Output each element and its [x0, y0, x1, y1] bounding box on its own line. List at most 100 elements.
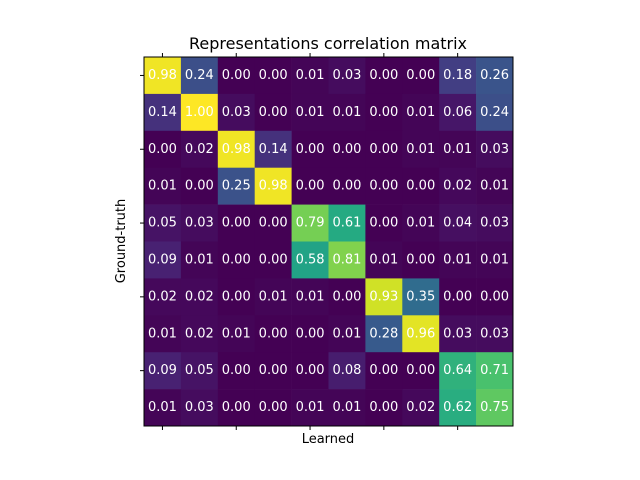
heatmap-cell-r6-c9 — [476, 278, 514, 316]
heatmap-cell-r3-c1 — [180, 167, 219, 205]
cell-label-r1-c3: 0.00 — [259, 105, 288, 120]
cell-label-r6-c2: 0.00 — [222, 289, 251, 304]
cell-label-r0-c5: 0.03 — [332, 68, 361, 83]
heatmap-cell-r4-c6 — [365, 204, 403, 242]
cell-label-r0-c8: 0.18 — [443, 68, 472, 83]
heatmap-cell-r3-c8 — [439, 167, 477, 205]
heatmap-cell-r7-c8 — [439, 315, 477, 353]
cell-label-r9-c9: 0.75 — [480, 400, 509, 415]
cell-label-r2-c9: 0.03 — [480, 142, 509, 157]
cell-label-r5-c6: 0.01 — [369, 252, 398, 267]
heatmap-cell-r4-c7 — [402, 204, 440, 242]
cell-label-r3-c8: 0.02 — [443, 179, 472, 194]
cell-label-r6-c6: 0.93 — [369, 289, 398, 304]
heatmap-cell-r4-c9 — [476, 204, 514, 242]
cell-label-r8-c5: 0.08 — [332, 363, 361, 378]
cell-label-r9-c6: 0.00 — [369, 400, 398, 415]
heatmap-cells — [144, 57, 514, 427]
heatmap-cell-r5-c3 — [254, 241, 292, 279]
heatmap-cell-r1-c0 — [144, 93, 182, 132]
cell-label-r9-c8: 0.62 — [443, 400, 472, 415]
cell-label-r5-c8: 0.01 — [443, 252, 472, 267]
heatmap-cell-r6-c8 — [439, 278, 477, 316]
cell-label-r3-c9: 0.01 — [480, 179, 509, 194]
heatmap-cell-r5-c6 — [365, 241, 403, 279]
heatmap-cell-r4-c3 — [254, 204, 292, 242]
cell-label-r7-c6: 0.28 — [369, 326, 398, 341]
cell-label-r7-c9: 0.03 — [480, 326, 509, 341]
cell-label-r6-c1: 0.02 — [185, 289, 214, 304]
cell-label-r7-c0: 0.01 — [148, 326, 177, 341]
heatmap-cell-r7-c0 — [144, 315, 182, 353]
cell-label-r3-c4: 0.00 — [296, 179, 325, 194]
heatmap-cell-r2-c6 — [365, 130, 403, 168]
heatmap-cell-r7-c7 — [402, 315, 440, 353]
heatmap-cell-r7-c1 — [180, 315, 219, 353]
cell-label-r3-c3: 0.98 — [259, 179, 288, 194]
heatmap-cell-r0-c0 — [144, 57, 182, 95]
cell-label-r1-c4: 0.01 — [296, 105, 325, 120]
heatmap-cell-r2-c0 — [144, 130, 182, 168]
heatmap-cell-r1-c9 — [476, 93, 514, 132]
heatmap-cell-r8-c0 — [144, 352, 182, 390]
heatmap-cell-r9-c3 — [254, 389, 292, 427]
heatmap-cell-r8-c8 — [439, 352, 477, 390]
cell-label-r8-c9: 0.71 — [480, 363, 509, 378]
heatmap-cell-r0-c7 — [402, 57, 440, 95]
y-axis-label: Ground-truth — [114, 199, 129, 284]
heatmap-cell-r4-c0 — [144, 204, 182, 242]
cell-label-r1-c1: 1.00 — [185, 105, 214, 120]
cell-label-r9-c0: 0.01 — [148, 400, 177, 415]
cell-label-r0-c6: 0.00 — [369, 68, 398, 83]
heatmap-cell-r5-c9 — [476, 241, 514, 279]
heatmap-cell-r8-c4 — [291, 352, 329, 390]
heatmap-cell-r4-c8 — [439, 204, 477, 242]
cell-label-r3-c6: 0.00 — [369, 179, 398, 194]
heatmap-cell-r0-c2 — [217, 57, 255, 95]
chart-title: Representations correlation matrix — [189, 34, 467, 53]
cell-label-r5-c3: 0.00 — [259, 252, 288, 267]
cell-label-r4-c7: 0.01 — [406, 216, 435, 231]
cell-label-r1-c7: 0.01 — [406, 105, 435, 120]
heatmap-cell-r9-c6 — [365, 389, 403, 427]
heatmap-cell-r5-c7 — [402, 241, 440, 279]
cell-label-r5-c1: 0.01 — [185, 252, 214, 267]
heatmap-cell-r8-c7 — [402, 352, 440, 390]
heatmap-cell-r9-c8 — [439, 389, 477, 427]
heatmap-cell-labels: 0.98 0.24 0.00 0.00 0.01 0.03 0.00 0.00 0.18 0.26… — [148, 68, 509, 415]
heatmap-cell-r7-c9 — [476, 315, 514, 353]
cell-label-r1-c2: 0.03 — [222, 105, 251, 120]
heatmap-cell-r6-c3 — [254, 278, 292, 316]
heatmap-cell-r2-c9 — [476, 130, 514, 168]
heatmap-cell-r9-c7 — [402, 389, 440, 427]
heatmap-cell-r0-c4 — [291, 57, 329, 95]
heatmap-cell-r9-c2 — [217, 389, 255, 427]
cell-label-r9-c1: 0.03 — [185, 400, 214, 415]
heatmap-cell-r9-c5 — [328, 389, 366, 427]
heatmap-cell-r7-c2 — [217, 315, 255, 353]
heatmap-cell-r8-c5 — [328, 352, 366, 390]
cell-label-r3-c2: 0.25 — [222, 179, 251, 194]
heatmap-cell-r6-c4 — [291, 278, 329, 316]
heatmap-cell-r4-c1 — [180, 204, 219, 242]
cell-label-r8-c7: 0.00 — [406, 363, 435, 378]
heatmap-cell-r6-c6 — [365, 278, 403, 316]
cell-label-r2-c4: 0.00 — [296, 142, 325, 157]
heatmap-cell-r4-c5 — [328, 204, 366, 242]
cell-label-r0-c0: 0.98 — [148, 68, 177, 83]
cell-label-r2-c2: 0.98 — [222, 142, 251, 157]
cell-label-r8-c6: 0.00 — [369, 363, 398, 378]
cell-label-r0-c7: 0.00 — [406, 68, 435, 83]
heatmap-cell-r3-c5 — [328, 167, 366, 205]
cell-label-r5-c7: 0.00 — [406, 252, 435, 267]
heatmap-cell-r1-c7 — [402, 93, 440, 132]
cell-label-r8-c4: 0.00 — [296, 363, 325, 378]
cell-label-r6-c0: 0.02 — [148, 289, 177, 304]
cell-label-r2-c7: 0.01 — [406, 142, 435, 157]
heatmap-cell-r3-c6 — [365, 167, 403, 205]
cell-label-r6-c7: 0.35 — [406, 289, 435, 304]
heatmap-cell-r1-c1 — [180, 93, 219, 132]
heatmap-cell-r3-c7 — [402, 167, 440, 205]
cell-label-r8-c0: 0.09 — [148, 363, 177, 378]
